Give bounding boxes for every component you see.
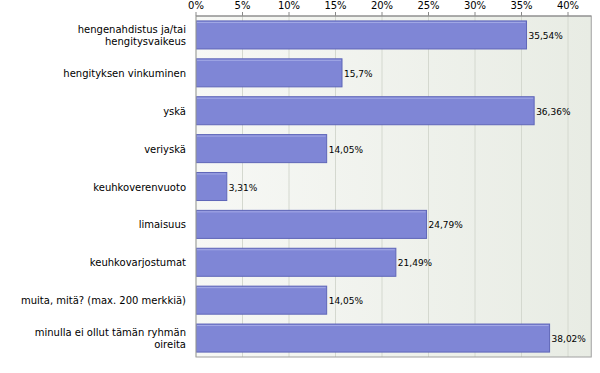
category-line: limaisuus [139, 219, 186, 230]
category-label: hengenahdistus ja/taihengitysvaikeus [78, 24, 186, 47]
tick-mark [428, 12, 429, 16]
bar-highlight [197, 325, 549, 326]
tick-label: 15% [324, 0, 346, 11]
bar [196, 97, 534, 125]
bar [196, 135, 327, 163]
bar-highlight [197, 136, 326, 137]
tick-mark [568, 12, 569, 16]
data-label: 14,05% [329, 296, 364, 306]
bar [196, 172, 227, 200]
category-line: muita, mitä? (max. 200 merkkiä) [21, 295, 186, 306]
category-label: minulla ei ollut tämän ryhmänoireita [35, 327, 186, 350]
plot-frame [196, 16, 591, 357]
tick-label: 30% [464, 0, 486, 11]
category-label: keuhkovarjostumat [90, 257, 186, 268]
tick-label: 5% [235, 0, 251, 11]
category-label: limaisuus [139, 219, 186, 230]
category-line: hengitysvaikeus [105, 36, 186, 47]
tick-mark [196, 12, 197, 16]
grid-line [428, 16, 429, 357]
category-line: veriyskä [144, 144, 186, 155]
bar-highlight [197, 287, 326, 288]
data-label: 38,02% [552, 334, 587, 344]
bar-highlight [197, 173, 226, 174]
tick-label: 35% [510, 0, 532, 11]
data-label: 3,31% [229, 183, 258, 193]
bar [196, 59, 342, 87]
category-line: hengityksen vinkuminen [63, 68, 186, 79]
bars [196, 21, 550, 352]
category-line: keuhkovarjostumat [90, 257, 186, 268]
bar [196, 286, 327, 314]
tick-label: 0% [188, 0, 204, 11]
tick-mark [521, 12, 522, 16]
tick-label: 10% [278, 0, 300, 11]
tick-label: 20% [371, 0, 393, 11]
bar-highlight [197, 249, 395, 250]
plot-background [196, 16, 591, 357]
category-label: veriyskä [144, 144, 186, 155]
grid-line [568, 16, 569, 357]
bar-highlight [197, 211, 426, 212]
tick-mark [475, 12, 476, 16]
bar [196, 21, 527, 49]
grid-line [382, 16, 383, 357]
bar [196, 248, 396, 276]
data-label: 14,05% [329, 145, 364, 155]
tick-mark [289, 12, 290, 16]
category-line: minulla ei ollut tämän ryhmän [35, 327, 186, 338]
grid-line [475, 16, 476, 357]
x-axis-line [196, 16, 591, 17]
data-label: 36,36% [536, 107, 571, 117]
data-label: 35,54% [529, 31, 564, 41]
category-line: hengenahdistus ja/tai [78, 24, 186, 35]
tick-mark [382, 12, 383, 16]
chart: 0% 5% 10% 15% 20% 25% 30% 35% 40% 35,54% hengenahd… [0, 0, 600, 373]
category-label: keuhkoverenvuoto [93, 182, 186, 193]
bar [196, 210, 427, 238]
tick-label: 40% [557, 0, 579, 11]
category-line: oireita [154, 339, 186, 350]
bar-highlight [197, 60, 341, 61]
data-label: 24,79% [429, 220, 464, 230]
category-label: yskä [163, 106, 186, 117]
category-label: muita, mitä? (max. 200 merkkiä) [21, 295, 186, 306]
data-label: 21,49% [398, 258, 433, 268]
tick-mark [335, 12, 336, 16]
bar-highlight [197, 98, 533, 99]
tick-label: 25% [417, 0, 439, 11]
category-line: keuhkoverenvuoto [93, 182, 186, 193]
bar [196, 324, 550, 352]
category-label: hengityksen vinkuminen [63, 68, 186, 79]
tick-mark [242, 12, 243, 16]
category-line: yskä [163, 106, 186, 117]
data-label: 15,7% [344, 69, 373, 79]
bar-highlight [197, 22, 526, 23]
grid-line [521, 16, 522, 357]
